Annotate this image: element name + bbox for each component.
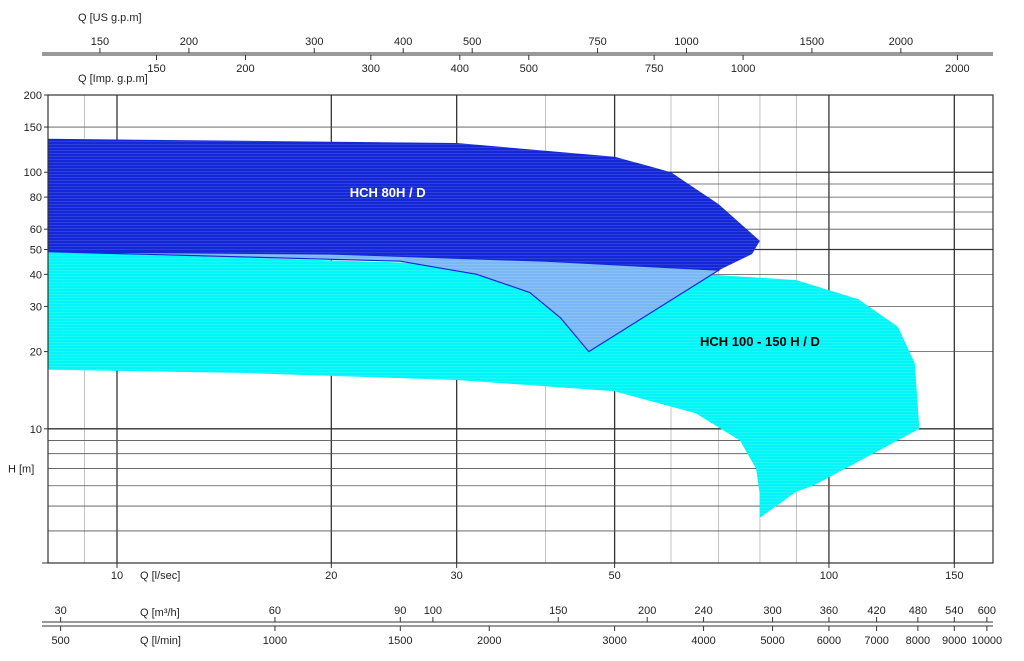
axis-title: Q [US g.p.m] (78, 12, 142, 24)
region-label: HCH 80H / D (350, 185, 426, 200)
tick-label: 540 (945, 605, 963, 617)
tick-label: 90 (394, 605, 406, 617)
y-tick-label: 150 (24, 122, 42, 134)
tick-label: 750 (588, 36, 606, 48)
y-axis-title: H [m] (8, 464, 34, 476)
y-tick-label: 20 (30, 347, 42, 359)
axis-title: Q [l/min] (140, 635, 181, 647)
tick-label: 50 (608, 570, 620, 582)
axis-us-gpm: 150 200 300 400 500 750 1000 1500 2000 Q [US g.p.… (42, 12, 993, 54)
tick-label: 400 (394, 36, 412, 48)
coverage-areas (47, 138, 920, 518)
region-labels: HCH 80H / D HCH 100 - 150 H / D (350, 185, 820, 349)
tick-label: 300 (362, 63, 380, 75)
axis-l-sec: 10 20 30 50 100 150 Q [l/sec] (42, 562, 993, 582)
tick-label: 9000 (942, 635, 966, 647)
tick-label: 400 (451, 63, 469, 75)
tick-label: 30 (451, 570, 463, 582)
tick-label: 5000 (760, 635, 784, 647)
y-tick-label: 50 (30, 244, 42, 256)
axis-imp-gpm: 150 200 300 400 500 750 1000 2000 Q [Imp. g.p.m] (42, 54, 993, 85)
y-tick-label: 40 (30, 269, 42, 281)
axis-title: Q [Imp. g.p.m] (78, 73, 148, 85)
tick-label: 500 (520, 63, 538, 75)
tick-label: 6000 (817, 635, 841, 647)
tick-label: 100 (424, 605, 442, 617)
tick-label: 2000 (945, 63, 969, 75)
tick-label: 30 (54, 605, 66, 617)
y-tick-label: 80 (30, 192, 42, 204)
area-hch-80h-d (48, 138, 760, 271)
axis-title: Q [m³/h] (140, 607, 180, 619)
tick-label: 150 (945, 570, 963, 582)
y-tick-label: 30 (30, 301, 42, 313)
region-label: HCH 100 - 150 H / D (700, 334, 820, 349)
tick-label: 10 (111, 570, 123, 582)
tick-label: 100 (820, 570, 838, 582)
tick-label: 200 (180, 36, 198, 48)
tick-label: 60 (269, 605, 281, 617)
axis-title: Q [l/sec] (140, 570, 180, 582)
tick-label: 3000 (602, 635, 626, 647)
area-hch-100-150-h-d (48, 251, 920, 518)
tick-label: 240 (694, 605, 712, 617)
tick-label: 500 (51, 635, 69, 647)
tick-label: 300 (305, 36, 323, 48)
tick-label: 360 (820, 605, 838, 617)
y-tick-label: 100 (24, 167, 42, 179)
tick-label: 1500 (388, 635, 412, 647)
tick-label: 20 (325, 570, 337, 582)
area-overlap (47, 251, 721, 353)
tick-label: 2000 (889, 36, 913, 48)
y-tick-label: 200 (24, 90, 42, 102)
tick-label: 750 (645, 63, 663, 75)
y-tick-label: 10 (30, 424, 42, 436)
tick-label: 1000 (731, 63, 755, 75)
tick-label: 200 (236, 63, 254, 75)
tick-label: 200 (638, 605, 656, 617)
tick-label: 4000 (691, 635, 715, 647)
tick-label: 150 (147, 63, 165, 75)
tick-label: 150 (549, 605, 567, 617)
tick-label: 1500 (800, 36, 824, 48)
tick-label: 500 (463, 36, 481, 48)
tick-label: 480 (909, 605, 927, 617)
axis-m3h: 30 60 90 100 150 200 240 300 360 420 480 540 600 Q [m… (42, 605, 996, 623)
tick-label: 300 (763, 605, 781, 617)
y-tick-label: 60 (30, 224, 42, 236)
tick-label: 7000 (864, 635, 888, 647)
tick-label: 2000 (477, 635, 501, 647)
tick-label: 420 (867, 605, 885, 617)
tick-label: 150 (91, 36, 109, 48)
axes-layer: 200 150 100 80 60 50 40 30 20 10 H [m] 150 200 300 400… (8, 12, 1002, 647)
tick-label: 1000 (263, 635, 287, 647)
tick-label: 600 (978, 605, 996, 617)
tick-label: 10000 (972, 635, 1003, 647)
tick-label: 8000 (906, 635, 930, 647)
tick-label: 1000 (674, 36, 698, 48)
axis-l-min: 500 1000 1500 2000 3000 4000 5000 6000 7000 8000 9… (42, 625, 1003, 647)
